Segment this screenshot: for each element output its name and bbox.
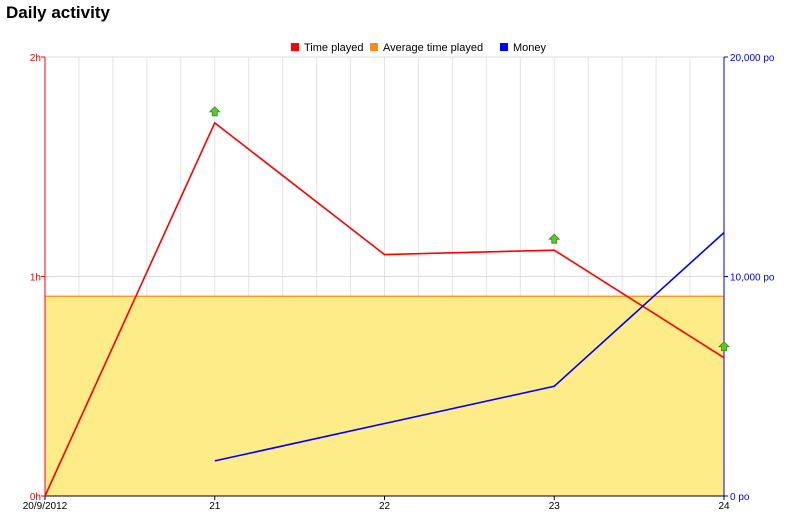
legend-label: Money (513, 42, 547, 54)
legend-swatch (370, 43, 378, 51)
y-right-tick-label: 20,000 po (730, 53, 775, 64)
legend-swatch (500, 43, 508, 51)
page-title: Daily activity (6, 3, 110, 22)
level-up-arrow-icon (718, 341, 730, 352)
y-left-tick-label: 1h (30, 273, 41, 284)
series-line-money (214, 232, 725, 462)
y-right-tick-label: 10,000 po (730, 273, 775, 284)
series-line-time-played (44, 121, 725, 497)
y-left-tick-label: 2h (30, 53, 41, 64)
x-tick-label: 23 (549, 501, 561, 512)
level-up-arrow-icon (548, 233, 561, 244)
level-up-arrow-icon (208, 106, 221, 117)
x-tick-label: 24 (718, 501, 730, 512)
legend-label: Time played (304, 42, 364, 54)
x-tick-label: 21 (209, 501, 221, 512)
average-time-area (45, 296, 724, 496)
x-tick-label: 20/9/2012 (23, 501, 68, 512)
legend-swatch (291, 43, 299, 51)
x-tick-label: 22 (379, 501, 391, 512)
y-right-tick-label: 0 po (730, 492, 750, 503)
legend-label: Average time played (383, 42, 483, 54)
y-left-tick-label: 0h (30, 492, 41, 503)
